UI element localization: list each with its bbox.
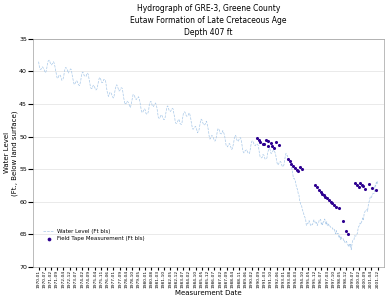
Field Tape Measurement (Ft bls) xyxy=(288,161,294,166)
Field Tape Measurement (Ft bls) xyxy=(329,200,335,205)
Field Tape Measurement (Ft bls) xyxy=(333,204,339,209)
Field Tape Measurement (Ft bls) xyxy=(274,140,280,145)
Field Tape Measurement (Ft bls) xyxy=(331,202,337,207)
Field Tape Measurement (Ft bls) xyxy=(271,146,277,151)
Field Tape Measurement (Ft bls) xyxy=(324,196,331,201)
Field Tape Measurement (Ft bls) xyxy=(369,185,375,190)
Field Tape Measurement (Ft bls) xyxy=(352,181,359,186)
Field Tape Measurement (Ft bls) xyxy=(372,188,379,192)
Field Tape Measurement (Ft bls) xyxy=(317,189,324,194)
Y-axis label: Water Level
(Ft., Below land surface): Water Level (Ft., Below land surface) xyxy=(4,110,18,196)
Field Tape Measurement (Ft bls) xyxy=(260,141,267,146)
Field Tape Measurement (Ft bls) xyxy=(257,139,263,144)
Field Tape Measurement (Ft bls) xyxy=(322,195,329,200)
Field Tape Measurement (Ft bls) xyxy=(357,180,363,185)
Field Tape Measurement (Ft bls) xyxy=(297,165,303,170)
Field Tape Measurement (Ft bls) xyxy=(326,198,332,203)
Field Tape Measurement (Ft bls) xyxy=(290,164,296,168)
Field Tape Measurement (Ft bls) xyxy=(276,142,282,147)
Field Tape Measurement (Ft bls) xyxy=(256,137,263,142)
Water Level (Ft bls) xyxy=(198,120,203,124)
Title: Hydrograph of GRE-3, Greene County
Eutaw Formation of Late Cretaceous Age
Depth : Hydrograph of GRE-3, Greene County Eutaw… xyxy=(130,4,287,37)
Field Tape Measurement (Ft bls) xyxy=(312,183,318,188)
Field Tape Measurement (Ft bls) xyxy=(287,159,293,164)
Field Tape Measurement (Ft bls) xyxy=(362,186,369,191)
Field Tape Measurement (Ft bls) xyxy=(268,141,274,146)
Field Tape Measurement (Ft bls) xyxy=(355,185,362,190)
Water Level (Ft bls) xyxy=(315,224,320,227)
Field Tape Measurement (Ft bls) xyxy=(321,193,327,197)
Field Tape Measurement (Ft bls) xyxy=(319,191,325,196)
Field Tape Measurement (Ft bls) xyxy=(340,219,346,224)
Field Tape Measurement (Ft bls) xyxy=(315,188,322,192)
Field Tape Measurement (Ft bls) xyxy=(265,139,271,143)
Water Level (Ft bls) xyxy=(349,248,353,251)
Field Tape Measurement (Ft bls) xyxy=(298,167,305,171)
Field Tape Measurement (Ft bls) xyxy=(359,183,365,188)
Water Level (Ft bls) xyxy=(200,120,205,124)
Water Level (Ft bls) xyxy=(375,179,380,182)
Field Tape Measurement (Ft bls) xyxy=(254,136,260,141)
Field Tape Measurement (Ft bls) xyxy=(345,232,352,236)
Field Tape Measurement (Ft bls) xyxy=(265,144,272,149)
Field Tape Measurement (Ft bls) xyxy=(292,165,298,170)
Field Tape Measurement (Ft bls) xyxy=(295,169,301,173)
Field Tape Measurement (Ft bls) xyxy=(263,138,269,143)
Field Tape Measurement (Ft bls) xyxy=(294,167,300,172)
Water Level (Ft bls) xyxy=(36,60,41,64)
Line: Water Level (Ft bls): Water Level (Ft bls) xyxy=(39,60,378,250)
Field Tape Measurement (Ft bls) xyxy=(353,183,360,188)
Water Level (Ft bls) xyxy=(220,129,225,133)
Water Level (Ft bls) xyxy=(47,58,52,62)
Field Tape Measurement (Ft bls) xyxy=(336,206,342,211)
Field Tape Measurement (Ft bls) xyxy=(343,228,349,233)
X-axis label: Measurement Date: Measurement Date xyxy=(175,290,242,296)
Field Tape Measurement (Ft bls) xyxy=(328,199,334,204)
Field Tape Measurement (Ft bls) xyxy=(260,142,266,147)
Field Tape Measurement (Ft bls) xyxy=(268,143,275,148)
Field Tape Measurement (Ft bls) xyxy=(314,185,320,190)
Field Tape Measurement (Ft bls) xyxy=(285,157,291,162)
Legend: Water Level (Ft bls), Field Tape Measurement (Ft bls): Water Level (Ft bls), Field Tape Measure… xyxy=(43,230,144,241)
Water Level (Ft bls) xyxy=(369,196,373,200)
Field Tape Measurement (Ft bls) xyxy=(366,182,372,186)
Field Tape Measurement (Ft bls) xyxy=(360,184,367,188)
Water Level (Ft bls) xyxy=(239,138,243,141)
